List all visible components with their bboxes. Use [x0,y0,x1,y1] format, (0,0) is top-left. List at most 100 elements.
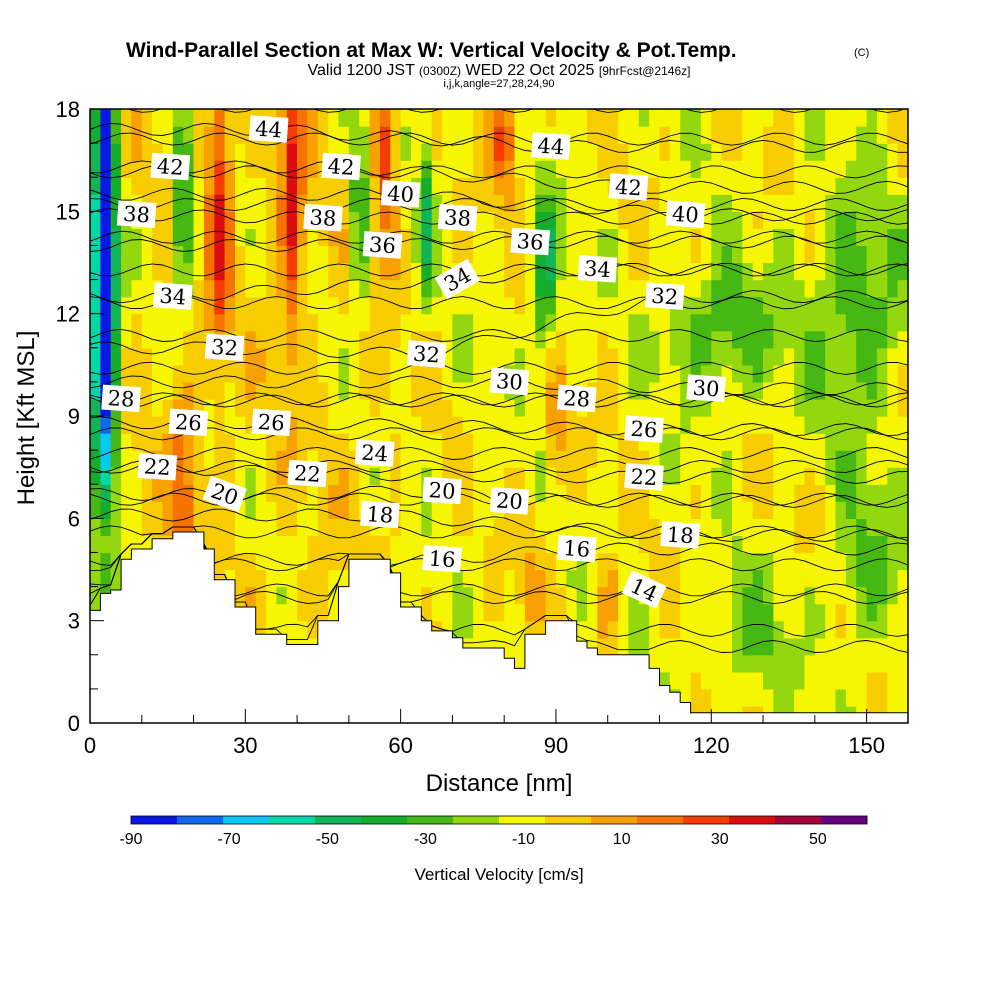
velocity-cell [328,518,340,536]
velocity-cell [607,586,619,605]
velocity-cell [162,143,174,161]
velocity-cell [659,484,671,502]
velocity-cell [266,347,277,366]
velocity-cell [493,143,505,161]
velocity-cell [742,126,754,144]
velocity-cell [649,637,661,656]
velocity-cell [203,398,215,417]
velocity-cell [856,569,868,588]
velocity-cell [742,160,754,178]
velocity-cell [566,313,578,332]
velocity-cell [338,109,350,127]
velocity-cell [866,586,878,605]
velocity-cell [814,620,826,639]
velocity-cell [814,467,826,485]
velocity-cell [121,279,133,298]
velocity-cell [328,279,340,298]
velocity-cell [607,347,619,366]
velocity-cell [483,535,495,554]
velocity-cell [794,433,806,451]
velocity-cell [411,398,422,417]
velocity-cell [690,364,702,383]
velocity-cell [804,484,816,502]
velocity-cell [483,245,495,264]
velocity-cell [379,467,391,485]
velocity-cell [597,330,609,349]
velocity-cell [328,501,340,519]
isentrope-label-box [137,452,178,481]
velocity-cell [152,245,164,264]
velocity-cell [276,450,288,468]
velocity-cell [483,228,495,247]
velocity-cell [866,364,878,383]
velocity-cell [763,330,774,349]
velocity-cell [483,467,495,485]
velocity-cell [286,620,298,639]
velocity-cell [618,279,630,298]
x-axis: 0 30 60 90 120 150 [84,709,885,758]
velocity-cell [183,501,195,519]
velocity-cell [524,211,536,229]
velocity-cell [825,654,837,673]
velocity-cell [825,671,837,690]
velocity-cell [504,228,516,247]
velocity-cell [680,381,692,400]
velocity-cell [483,330,495,349]
velocity-cell [493,535,505,554]
isentrope-label: 32 [406,340,447,368]
velocity-cell [763,637,774,656]
isentrope-label-text: 44 [537,134,565,160]
velocity-cell [752,398,764,417]
velocity-cell [400,143,412,161]
velocity-cell [804,654,816,673]
velocity-cell [255,552,267,571]
velocity-cell [390,262,402,281]
velocity-cell [493,416,505,434]
velocity-cell [607,501,619,519]
velocity-cell [576,501,588,519]
velocity-cell [266,603,277,622]
velocity-cell [276,552,288,571]
velocity-cell [317,416,329,434]
velocity-cell [411,364,422,383]
velocity-cell [141,484,153,502]
velocity-cell [266,211,277,229]
velocity-cell [348,177,360,195]
velocity-cell [328,296,340,315]
velocity-cell [235,143,246,161]
velocity-cell [328,552,340,571]
velocity-cell [711,569,723,588]
velocity-cell [317,279,329,298]
velocity-cell [618,603,630,622]
isentrope-label-box [168,408,209,437]
velocity-cell [887,671,899,690]
velocity-cell [711,433,723,451]
velocity-cell [897,654,908,673]
velocity-cell [794,671,806,690]
velocity-cell [866,569,878,588]
velocity-cell [773,484,785,502]
velocity-cell [100,552,112,571]
velocity-cell [680,586,692,605]
velocity-cell [638,535,650,554]
velocity-cell [897,433,908,451]
velocity-cell [172,433,184,451]
velocity-cell [390,143,402,161]
velocity-cell [680,279,692,298]
velocity-cell [90,296,101,315]
isentrope-line [90,446,908,461]
colorbar-tick-label: 30 [711,831,729,848]
velocity-cell [338,450,350,468]
velocity-cell [628,211,640,229]
velocity-cell [493,586,505,605]
velocity-cell [214,177,226,195]
isentrope-label-text: 32 [412,342,440,368]
velocity-cell [659,620,671,639]
velocity-cell [379,398,391,417]
velocity-cell [814,262,826,281]
velocity-cell [876,245,888,264]
velocity-cell [814,279,826,298]
velocity-cell [711,228,723,247]
velocity-cell [245,433,257,451]
velocity-cell [535,620,547,639]
